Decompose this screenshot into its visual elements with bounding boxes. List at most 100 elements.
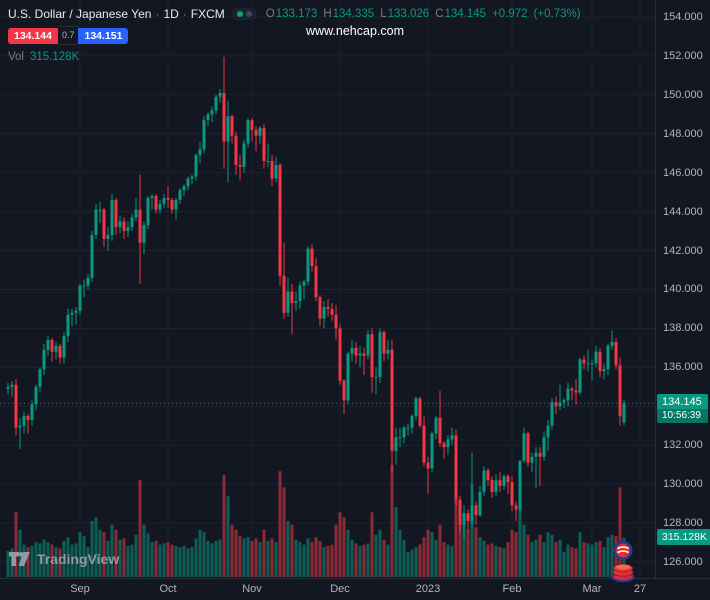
volume-bar bbox=[494, 545, 498, 577]
volume-bar bbox=[194, 538, 198, 577]
candle-body bbox=[342, 380, 346, 401]
chart-canvas[interactable] bbox=[0, 0, 655, 578]
candle-body bbox=[106, 234, 110, 239]
candle-body bbox=[338, 328, 342, 381]
volume-bar bbox=[458, 507, 462, 577]
volume-bar bbox=[442, 542, 446, 577]
volume-bar bbox=[218, 539, 222, 577]
volume-bar bbox=[294, 539, 298, 577]
separator: · bbox=[182, 7, 187, 21]
market-status-icon bbox=[231, 8, 257, 20]
candle-body bbox=[258, 127, 262, 136]
time-tick: Sep bbox=[70, 583, 90, 595]
buy-button[interactable]: 134.151 bbox=[78, 27, 129, 44]
candle-body bbox=[442, 443, 446, 448]
volume-bar bbox=[554, 542, 558, 577]
candle-body bbox=[326, 306, 330, 309]
volume-bar bbox=[78, 532, 82, 577]
candle-body bbox=[394, 437, 398, 451]
candle-body bbox=[406, 427, 410, 429]
candle-body bbox=[474, 505, 478, 516]
volume-bar bbox=[30, 545, 34, 577]
candle-body bbox=[322, 306, 326, 319]
volume-bar bbox=[466, 529, 470, 577]
exchange-label[interactable]: FXCM bbox=[190, 7, 225, 21]
volume-bar bbox=[590, 544, 594, 577]
volume-bar bbox=[530, 542, 534, 577]
candle-body bbox=[418, 398, 422, 426]
candle-body bbox=[174, 199, 178, 210]
volume-bar bbox=[478, 537, 482, 577]
volume-bar bbox=[262, 529, 266, 577]
candle-body bbox=[454, 435, 458, 500]
volume-bar bbox=[382, 539, 386, 577]
candle-body bbox=[298, 285, 302, 302]
candle-body bbox=[346, 353, 350, 401]
volume-indicator-label[interactable]: Vol bbox=[8, 51, 24, 63]
candle-body bbox=[390, 349, 394, 451]
volume-bar bbox=[434, 539, 438, 577]
volume-bar bbox=[418, 544, 422, 577]
candle-body bbox=[318, 297, 322, 319]
volume-bar bbox=[610, 534, 614, 577]
candle-body bbox=[38, 369, 42, 387]
candle-body bbox=[42, 349, 46, 370]
candle-body bbox=[142, 225, 146, 243]
candle-body bbox=[210, 110, 214, 115]
candle-body bbox=[534, 452, 538, 457]
volume-bar bbox=[498, 547, 502, 577]
volume-bar bbox=[338, 512, 342, 577]
candle-body bbox=[54, 345, 58, 352]
time-tick: Feb bbox=[502, 583, 522, 595]
volume-bar bbox=[366, 543, 370, 577]
tradingview-attribution-link[interactable]: TradingView bbox=[8, 551, 119, 567]
candle-body bbox=[382, 332, 386, 354]
volume-bar bbox=[282, 487, 286, 577]
volume-bar bbox=[534, 539, 538, 577]
volume-bar bbox=[310, 542, 314, 577]
volume-bar bbox=[174, 545, 178, 577]
price-tick: 132.000 bbox=[663, 439, 703, 452]
sell-button[interactable]: 134.144 bbox=[8, 27, 58, 44]
candle-body bbox=[614, 341, 618, 366]
volume-bar bbox=[582, 542, 586, 577]
interval-button[interactable]: 1D bbox=[163, 7, 179, 21]
candle-body bbox=[518, 460, 522, 510]
candle-body bbox=[586, 363, 590, 365]
volume-bar bbox=[74, 543, 78, 577]
candle-body bbox=[358, 353, 362, 356]
volume-bar bbox=[538, 534, 542, 577]
candle-body bbox=[218, 92, 222, 97]
tradingview-logo-icon bbox=[9, 552, 30, 566]
symbol-title[interactable]: U.S. Dollar / Japanese Yen bbox=[8, 7, 152, 21]
volume-bar bbox=[570, 547, 574, 577]
candle-body bbox=[6, 386, 10, 389]
sticker-icon-2[interactable] bbox=[608, 561, 638, 583]
volume-bar bbox=[390, 465, 394, 577]
data-delay-dot-icon bbox=[245, 11, 252, 17]
candle-body bbox=[158, 203, 162, 210]
volume-bar bbox=[550, 534, 554, 577]
volume-bar bbox=[470, 483, 474, 577]
candle-body bbox=[166, 197, 170, 200]
volume-bar bbox=[138, 479, 142, 577]
volume-bar bbox=[198, 529, 202, 577]
volume-bar bbox=[326, 545, 330, 577]
volume-bar bbox=[226, 496, 230, 577]
time-axis[interactable]: Sep Oct Nov Dec 2023 Feb Mar 27 bbox=[0, 578, 710, 600]
candle-body bbox=[422, 425, 426, 463]
candle-body bbox=[90, 234, 94, 278]
candle-body bbox=[214, 96, 218, 111]
last-price-value: 134.145 bbox=[662, 396, 702, 409]
candle-body bbox=[202, 120, 206, 150]
candle-body bbox=[146, 197, 150, 226]
sticker-icon-1[interactable] bbox=[611, 540, 635, 561]
candle-body bbox=[10, 384, 14, 387]
candle-body bbox=[378, 332, 382, 378]
price-tick: 130.000 bbox=[663, 478, 703, 491]
price-tick: 154.000 bbox=[663, 11, 703, 23]
candle-body bbox=[254, 129, 258, 136]
price-axis[interactable]: 134.145 10:56:39 315.128K 154.000 152.000… bbox=[655, 0, 710, 578]
candle-body bbox=[170, 199, 174, 210]
volume-bar bbox=[578, 532, 582, 577]
